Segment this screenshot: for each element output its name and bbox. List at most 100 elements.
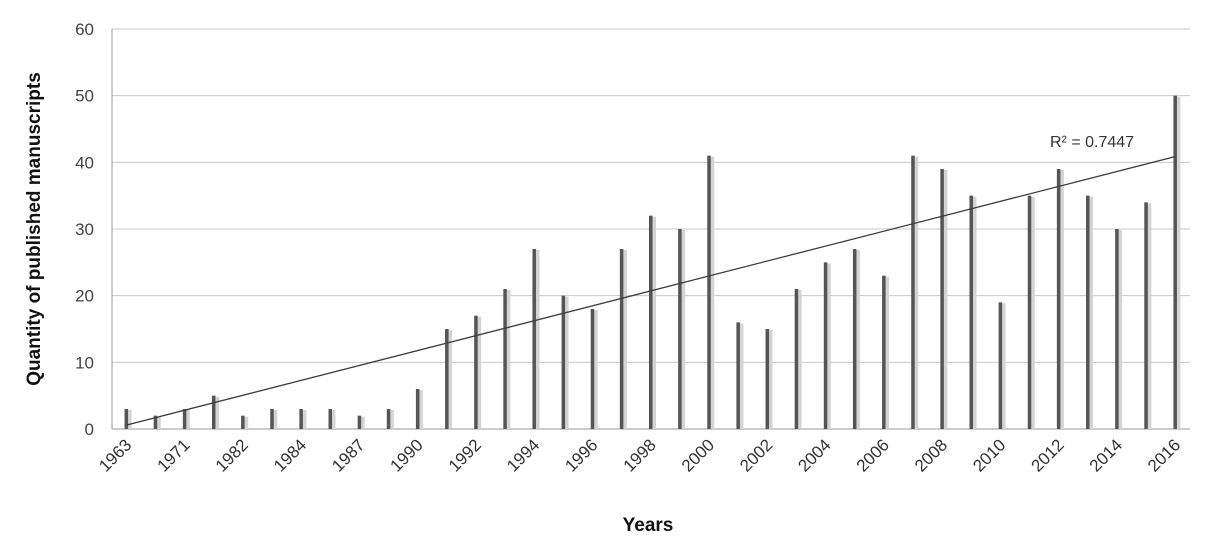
bar-shadow (943, 170, 948, 429)
bar-shadow (855, 250, 860, 429)
x-tick-label: 2010 (969, 435, 1009, 475)
bar (940, 169, 944, 429)
y-tick-label: 40 (75, 153, 94, 172)
trendline-layer (126, 155, 1176, 426)
bar-shadow (564, 296, 569, 429)
bar-shadow (535, 250, 540, 429)
bar-shadow (214, 396, 219, 429)
bar-shadow (185, 410, 190, 429)
bar-shadow (360, 416, 365, 429)
bar (270, 409, 274, 429)
bar-shadow (506, 290, 511, 429)
x-tick-label: 2014 (1086, 435, 1126, 475)
bar-shadow (1059, 170, 1064, 429)
bar (736, 322, 740, 429)
bar-shadow (389, 410, 394, 429)
bar-shadow (1147, 203, 1152, 429)
x-tick-label: 2000 (678, 435, 718, 475)
bar (765, 329, 770, 429)
bar-shadow (593, 310, 598, 429)
bar (357, 415, 362, 429)
x-tick-label: 1987 (328, 435, 368, 475)
bar (794, 289, 799, 429)
bar-shadow (156, 416, 161, 429)
bar (445, 329, 449, 429)
y-tick-label: 60 (75, 20, 94, 39)
bar-shadow (127, 410, 132, 429)
bar (474, 315, 478, 429)
bar (590, 309, 595, 429)
bar (211, 395, 216, 429)
bar (707, 155, 711, 429)
bar (386, 409, 391, 429)
bar-shadow (972, 196, 977, 429)
x-tick-label: 1984 (270, 435, 310, 475)
x-axis-ticks: 1963 1971 1982 1984 1987 1990 1992 1994 1996 1998… (95, 435, 1184, 475)
y-axis-ticks: 0 10 20 30 40 50 60 (75, 20, 94, 439)
bar (561, 295, 566, 429)
bar (678, 229, 682, 429)
bar-shadow (622, 250, 627, 429)
bar-shadow (1030, 196, 1035, 429)
x-tick-label: 1994 (503, 435, 543, 475)
bar (823, 262, 828, 429)
bar (241, 415, 245, 429)
bar-shadow (418, 390, 423, 429)
bar-shadow (273, 410, 278, 429)
bars (124, 95, 1181, 430)
bar (1115, 229, 1119, 429)
x-tick-label: 1963 (95, 435, 135, 475)
y-tick-label: 20 (75, 287, 94, 306)
x-tick-label: 1990 (387, 435, 427, 475)
bar-shadow (244, 416, 249, 429)
bar (153, 415, 158, 429)
bar-shadow (885, 276, 890, 429)
bar-shadow (652, 216, 656, 429)
bar-shadow (448, 330, 453, 429)
x-tick-label: 2012 (1028, 435, 1068, 475)
bar (1144, 202, 1148, 429)
bar-shadow (797, 290, 802, 429)
y-tick-label: 30 (75, 220, 94, 239)
bar (1173, 95, 1177, 430)
bar-shadow (826, 263, 831, 429)
x-tick-label: 1982 (212, 435, 252, 475)
bar (911, 155, 915, 429)
bar (503, 289, 507, 429)
bar (124, 409, 129, 429)
r-squared-label: R² = 0.7447 (1050, 134, 1134, 151)
bar-shadow (914, 156, 919, 429)
bar (882, 275, 886, 429)
y-tick-label: 50 (75, 87, 94, 106)
x-tick-label: 2002 (736, 435, 776, 475)
bar-shadow (331, 410, 336, 429)
bar (998, 302, 1003, 429)
bar (415, 389, 420, 429)
bar (1086, 195, 1090, 429)
bar (619, 249, 624, 429)
y-tick-label: 0 (85, 420, 94, 439)
bar-shadow (739, 323, 744, 429)
bar (1056, 169, 1061, 429)
x-tick-label: 1998 (620, 435, 660, 475)
bar-shadow (1001, 303, 1006, 429)
x-tick-label: 1971 (153, 435, 193, 475)
bar (1027, 195, 1032, 429)
bar (532, 249, 536, 429)
y-axis-title: Quantity of published manuscripts (24, 72, 45, 386)
bar-shadow (477, 316, 482, 429)
trendline (126, 155, 1176, 426)
bar-shadow (1118, 230, 1123, 429)
bar-shadow (302, 410, 307, 429)
bar-shadow (1176, 96, 1181, 430)
bar (299, 409, 303, 429)
bar-shadow (1089, 196, 1094, 429)
x-tick-label: 2004 (794, 435, 834, 475)
bar-shadow (768, 330, 773, 429)
x-tick-label: 2006 (853, 435, 893, 475)
bar (649, 215, 653, 429)
x-tick-label: 1992 (445, 435, 485, 475)
x-tick-label: 1996 (561, 435, 601, 475)
x-tick-label: 2008 (911, 435, 951, 475)
